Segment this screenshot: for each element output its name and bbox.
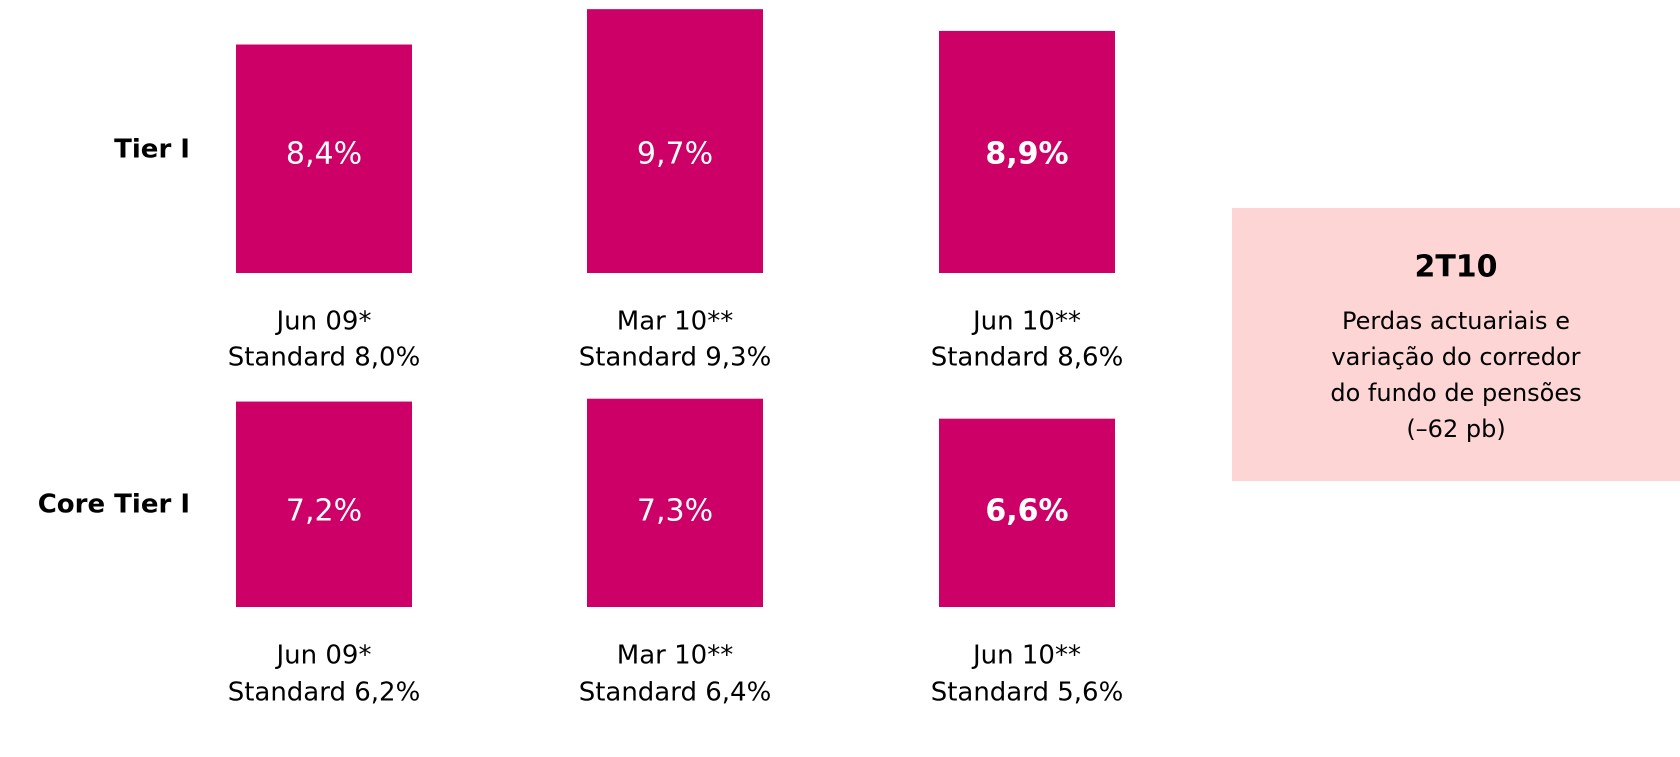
category-sublabel: Standard 9,3% (579, 343, 772, 373)
category-sublabel: Standard 8,6% (931, 343, 1124, 373)
bar (587, 9, 763, 273)
category-sublabel: Standard 5,6% (931, 678, 1124, 708)
category-sublabel: Standard 8,0% (228, 343, 421, 373)
value-label: 9,7% (637, 137, 713, 172)
value-label: 7,2% (286, 494, 362, 529)
bar (236, 401, 412, 607)
bar (236, 44, 412, 273)
callout-title: 2T10 (1414, 250, 1497, 285)
callout-line: Perdas actuariais e (1342, 307, 1570, 335)
value-label: 8,9% (985, 137, 1068, 172)
callout-line: variação do corredor (1331, 343, 1580, 371)
callout-box (1232, 208, 1680, 481)
row-label: Core Tier I (38, 490, 190, 520)
row-label: Tier I (114, 135, 190, 165)
bar (939, 418, 1115, 607)
callout-line: (–62 pb) (1406, 415, 1505, 443)
callout-line: do fundo de pensões (1330, 379, 1581, 407)
bar (587, 398, 763, 607)
bar (939, 30, 1115, 274)
category-label: Jun 09* (275, 307, 372, 337)
category-sublabel: Standard 6,2% (228, 678, 421, 708)
category-label: Jun 10** (971, 641, 1081, 671)
category-label: Jun 09* (275, 641, 372, 671)
value-label: 8,4% (286, 137, 362, 172)
value-label: 7,3% (637, 494, 713, 529)
value-label: 6,6% (985, 494, 1068, 529)
category-label: Mar 10** (617, 307, 733, 337)
category-label: Mar 10** (617, 641, 733, 671)
category-label: Jun 10** (971, 307, 1081, 337)
category-sublabel: Standard 6,4% (579, 678, 772, 708)
